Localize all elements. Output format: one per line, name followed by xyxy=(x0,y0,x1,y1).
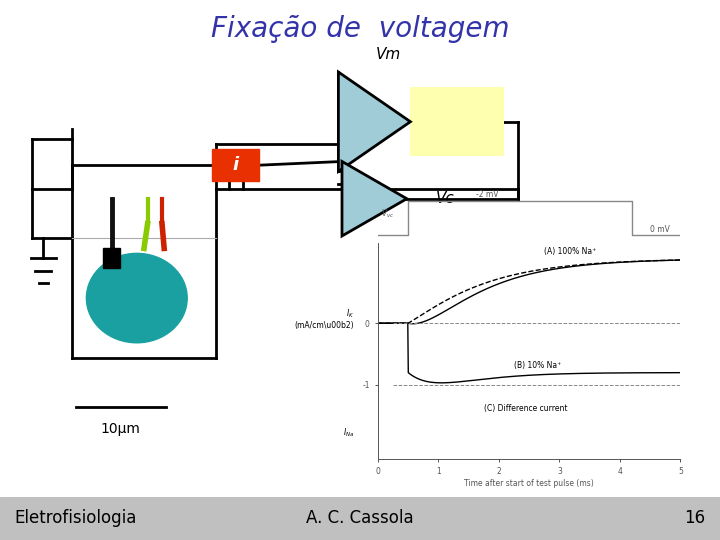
Bar xyxy=(212,149,259,181)
Text: 0 mV: 0 mV xyxy=(650,225,670,234)
Text: Eletrofisiologia: Eletrofisiologia xyxy=(14,509,137,528)
Text: 10μm: 10μm xyxy=(100,422,140,436)
Text: Vm: Vm xyxy=(376,47,402,62)
Polygon shape xyxy=(338,72,410,171)
Text: $I_{Na}$: $I_{Na}$ xyxy=(343,427,354,440)
Text: $V_{vc}$: $V_{vc}$ xyxy=(381,207,395,219)
Text: A. C. Cassola: A. C. Cassola xyxy=(306,509,414,528)
X-axis label: Time after start of test pulse (ms): Time after start of test pulse (ms) xyxy=(464,479,594,488)
Text: (C) Difference current: (C) Difference current xyxy=(484,404,567,414)
Text: 16: 16 xyxy=(685,509,706,528)
Text: -2 mV: -2 mV xyxy=(476,190,498,199)
Text: $I_K$
(mA/cm\u00b2): $I_K$ (mA/cm\u00b2) xyxy=(294,307,354,330)
Text: (A) 100% Na⁺: (A) 100% Na⁺ xyxy=(544,247,597,256)
Bar xyxy=(103,248,120,268)
Text: Vc: Vc xyxy=(436,191,454,206)
Text: (B) 10% Na⁺: (B) 10% Na⁺ xyxy=(514,361,562,370)
Polygon shape xyxy=(342,161,407,236)
Ellipse shape xyxy=(86,253,187,343)
Text: i: i xyxy=(233,156,239,174)
Text: Fixação de  voltagem: Fixação de voltagem xyxy=(211,15,509,43)
FancyBboxPatch shape xyxy=(410,87,504,157)
